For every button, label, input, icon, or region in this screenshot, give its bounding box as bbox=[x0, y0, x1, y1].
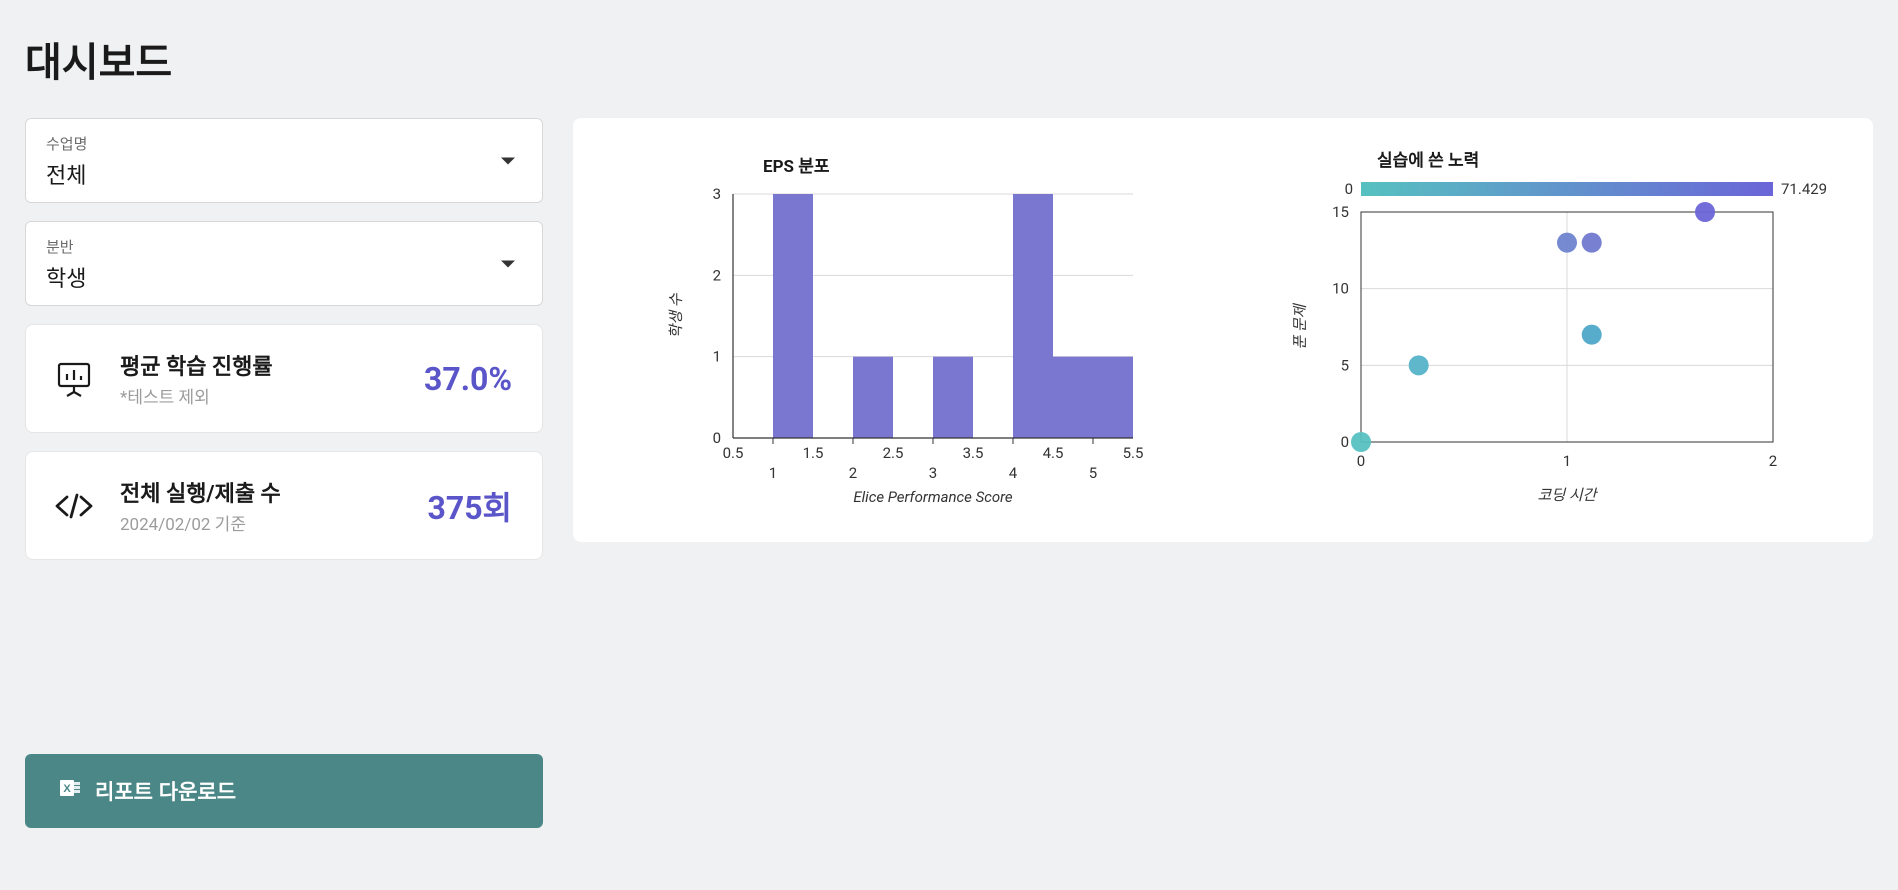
progress-title: 평균 학습 진행률 bbox=[120, 349, 402, 381]
download-label: 리포트 다운로드 bbox=[95, 776, 236, 806]
eps-chart: EPS 분포 0 1 2 3 0.5 1.5 2.5 3.5 4.5 5.5 1 2 3 4 5 Elice P… bbox=[663, 148, 1143, 512]
code-icon bbox=[50, 482, 98, 530]
svg-text:5: 5 bbox=[1089, 464, 1097, 482]
svg-text:3: 3 bbox=[713, 185, 721, 203]
svg-text:0: 0 bbox=[1341, 433, 1349, 451]
eps-chart-svg: EPS 분포 0 1 2 3 0.5 1.5 2.5 3.5 4.5 5.5 1 2 3 4 5 Elice P… bbox=[663, 148, 1143, 508]
svg-text:X: X bbox=[63, 783, 71, 795]
progress-value: 37.0% bbox=[424, 360, 512, 398]
section-select-label: 분반 bbox=[46, 236, 522, 257]
svg-text:Elice Performance Score: Elice Performance Score bbox=[853, 488, 1013, 506]
svg-text:15: 15 bbox=[1332, 203, 1349, 221]
presentation-chart-icon bbox=[50, 355, 98, 403]
svg-text:1: 1 bbox=[769, 464, 777, 482]
svg-text:0: 0 bbox=[713, 429, 721, 447]
svg-text:0: 0 bbox=[1357, 452, 1365, 470]
progress-card: 평균 학습 진행률 *테스트 제외 37.0% bbox=[25, 324, 543, 433]
svg-text:5: 5 bbox=[1341, 356, 1349, 374]
svg-text:푼 문제: 푼 문제 bbox=[1291, 302, 1309, 349]
progress-subtitle: *테스트 제외 bbox=[120, 383, 402, 408]
svg-text:1: 1 bbox=[713, 348, 721, 366]
svg-text:2: 2 bbox=[1769, 452, 1777, 470]
runs-card: 전체 실행/제출 수 2024/02/02 기준 375회 bbox=[25, 451, 543, 560]
charts-panel: EPS 분포 0 1 2 3 0.5 1.5 2.5 3.5 4.5 5.5 1 2 3 4 5 Elice P… bbox=[573, 118, 1873, 542]
course-select-label: 수업명 bbox=[46, 133, 522, 154]
svg-text:학생 수: 학생 수 bbox=[667, 292, 685, 338]
download-report-button[interactable]: X 리포트 다운로드 bbox=[25, 754, 543, 828]
svg-text:4.5: 4.5 bbox=[1043, 444, 1064, 462]
chevron-down-icon bbox=[500, 254, 516, 273]
svg-text:71.429: 71.429 bbox=[1781, 180, 1827, 198]
chevron-down-icon bbox=[500, 151, 516, 170]
svg-text:코딩 시간: 코딩 시간 bbox=[1538, 486, 1599, 504]
svg-text:5.5: 5.5 bbox=[1123, 444, 1143, 462]
svg-text:2.5: 2.5 bbox=[883, 444, 904, 462]
main-layout: 수업명 전체 분반 학생 bbox=[25, 118, 1873, 828]
excel-icon: X bbox=[59, 777, 81, 805]
svg-text:1.5: 1.5 bbox=[803, 444, 824, 462]
svg-text:실습에 쓴 노력: 실습에 쓴 노력 bbox=[1377, 151, 1479, 171]
section-select[interactable]: 분반 학생 bbox=[25, 221, 543, 306]
svg-text:3.5: 3.5 bbox=[963, 444, 984, 462]
section-select-value: 학생 bbox=[46, 261, 522, 293]
svg-text:0: 0 bbox=[1345, 180, 1353, 198]
svg-text:1: 1 bbox=[1563, 452, 1571, 470]
page-title: 대시보드 bbox=[25, 30, 1873, 88]
svg-text:EPS 분포: EPS 분포 bbox=[763, 157, 830, 177]
runs-value: 375회 bbox=[427, 483, 512, 529]
svg-text:2: 2 bbox=[849, 464, 857, 482]
svg-text:0.5: 0.5 bbox=[723, 444, 744, 462]
svg-text:3: 3 bbox=[929, 464, 937, 482]
course-select-value: 전체 bbox=[46, 158, 522, 190]
left-column: 수업명 전체 분반 학생 bbox=[25, 118, 543, 828]
effort-chart: 실습에 쓴 노력 0 71.429 0 5 10 15 0 1 2 코딩 시간 푼 문제 bbox=[1283, 148, 1843, 512]
svg-text:4: 4 bbox=[1009, 464, 1018, 482]
runs-subtitle: 2024/02/02 기준 bbox=[120, 510, 405, 535]
runs-title: 전체 실행/제출 수 bbox=[120, 476, 405, 508]
svg-text:10: 10 bbox=[1332, 280, 1349, 298]
course-select[interactable]: 수업명 전체 bbox=[25, 118, 543, 203]
effort-chart-svg: 실습에 쓴 노력 0 71.429 0 5 10 15 0 1 2 코딩 시간 푼 문제 bbox=[1283, 148, 1843, 508]
svg-text:2: 2 bbox=[713, 266, 721, 284]
